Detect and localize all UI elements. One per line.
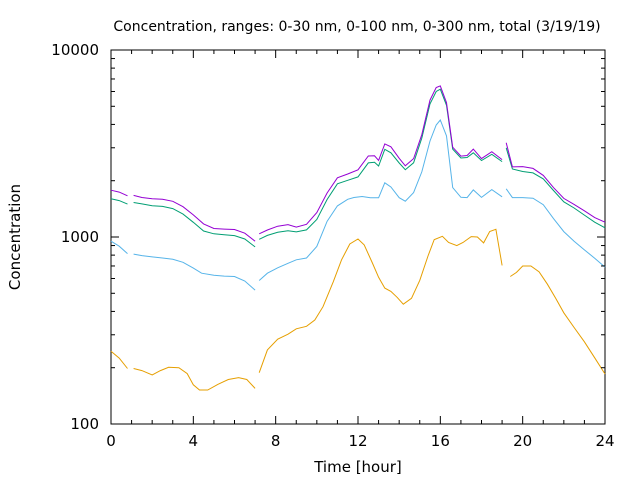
x-tick-label: 20 (513, 432, 532, 450)
y-tick-label: 100 (70, 415, 99, 433)
x-tick-label: 4 (189, 432, 199, 450)
series-line-segment (505, 147, 606, 229)
x-tick-label: 12 (348, 432, 367, 450)
series-line-segment (133, 253, 256, 291)
chart-title: Concentration, ranges: 0-30 nm, 0-100 nm… (113, 19, 600, 35)
y-tick-label: 1000 (61, 228, 99, 246)
y-axis-title: Concentration (6, 184, 24, 290)
series-0 (110, 228, 606, 391)
series-line-segment (133, 202, 256, 248)
series-line-segment (258, 228, 503, 373)
series-line-segment (133, 366, 256, 391)
series-line-segment (258, 88, 503, 240)
series-layer (110, 85, 606, 391)
tick-layer: 0 4 8 12 16 20 24 100 1000 10000 (51, 41, 614, 450)
series-1 (110, 119, 606, 291)
x-tick-label: 8 (271, 432, 281, 450)
series-3 (110, 85, 606, 242)
series-line-segment (258, 119, 503, 281)
series-line-segment (110, 350, 128, 369)
series-line-segment (110, 240, 128, 254)
series-line-segment (258, 85, 503, 235)
series-line-segment (133, 194, 256, 242)
x-tick-label: 24 (595, 432, 614, 450)
x-tick-label: 16 (431, 432, 450, 450)
plot-frame (110, 49, 606, 425)
series-line-segment (505, 188, 606, 268)
series-line-segment (110, 198, 128, 205)
y-tick-label: 10000 (51, 41, 99, 59)
x-tick-label: 0 (106, 432, 116, 450)
series-line-segment (510, 265, 606, 375)
series-2 (110, 88, 606, 248)
series-line-segment (505, 142, 606, 223)
series-line-segment (110, 189, 128, 197)
x-axis-title: Time [hour] (313, 458, 402, 476)
